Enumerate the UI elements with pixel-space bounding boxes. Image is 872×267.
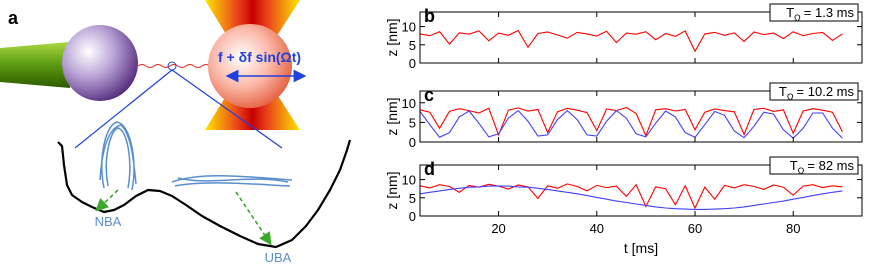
trace <box>419 183 843 210</box>
y-tick-label: 10 <box>402 96 416 111</box>
period-subscript: Ω <box>787 92 794 102</box>
pipette <box>0 42 70 88</box>
trace <box>419 29 843 53</box>
state-label: UBA <box>265 250 292 265</box>
trace <box>419 106 843 138</box>
period-symbol: T <box>790 158 798 173</box>
plot-frame <box>419 90 863 143</box>
y-tick-label: 0 <box>409 56 416 71</box>
y-axis-label: z [nm] <box>384 171 400 209</box>
period-label: TΩ = 82 ms <box>790 158 855 176</box>
y-tick-label: 5 <box>409 38 416 53</box>
force-label: f + δf sin(Ωt) <box>218 49 301 65</box>
state-label: NBA <box>95 214 122 229</box>
period-box <box>769 3 859 22</box>
period-symbol: T <box>786 5 794 20</box>
trace <box>419 109 843 139</box>
y-tick-label: 5 <box>409 115 416 130</box>
energy-landscape <box>57 139 352 249</box>
y-axis-label: z [nm] <box>384 18 400 56</box>
y-tick-label: 0 <box>409 135 416 150</box>
protein-nba <box>99 121 137 191</box>
y-axis-label: z [nm] <box>384 97 400 135</box>
period-text: = 1.3 ms <box>804 5 855 20</box>
panel-letter: d <box>424 159 435 179</box>
y-tick-label: 10 <box>402 173 416 188</box>
panel-letter: c <box>424 85 434 105</box>
y-tick-label: 0 <box>409 209 416 224</box>
plot-frame <box>419 164 863 217</box>
period-subscript: Ω <box>794 13 801 23</box>
x-tick-label: 60 <box>688 221 702 236</box>
panel-letter: b <box>424 6 435 26</box>
panel-letter: a <box>8 8 19 28</box>
zoom-line <box>171 69 283 149</box>
arrow-nba <box>95 189 119 212</box>
period-box <box>769 156 859 175</box>
panel-a: a f + δf sin(Ωt) NBA UBA <box>0 0 352 265</box>
bead-right <box>208 24 292 108</box>
x-tick-label: 80 <box>786 221 800 236</box>
period-subscript: Ω <box>798 166 805 176</box>
x-tick-label: 20 <box>491 221 505 236</box>
period-label: TΩ = 1.3 ms <box>786 5 854 23</box>
period-symbol: T <box>779 84 787 99</box>
bead-left <box>62 25 138 101</box>
x-tick-label: 40 <box>590 221 604 236</box>
protein-uba <box>171 175 293 187</box>
period-text: = 82 ms <box>807 158 854 173</box>
y-tick-label: 10 <box>402 20 416 35</box>
zoom-line <box>74 69 173 149</box>
period-box <box>769 82 859 101</box>
period-text: = 10.2 ms <box>797 84 855 99</box>
y-tick-label: 5 <box>409 191 416 206</box>
x-axis-label: t [ms] <box>624 240 658 256</box>
period-label: TΩ = 10.2 ms <box>779 84 855 102</box>
tether <box>137 64 219 68</box>
plot-frame <box>419 11 863 64</box>
trace <box>419 185 843 210</box>
arrow-uba <box>235 191 272 246</box>
